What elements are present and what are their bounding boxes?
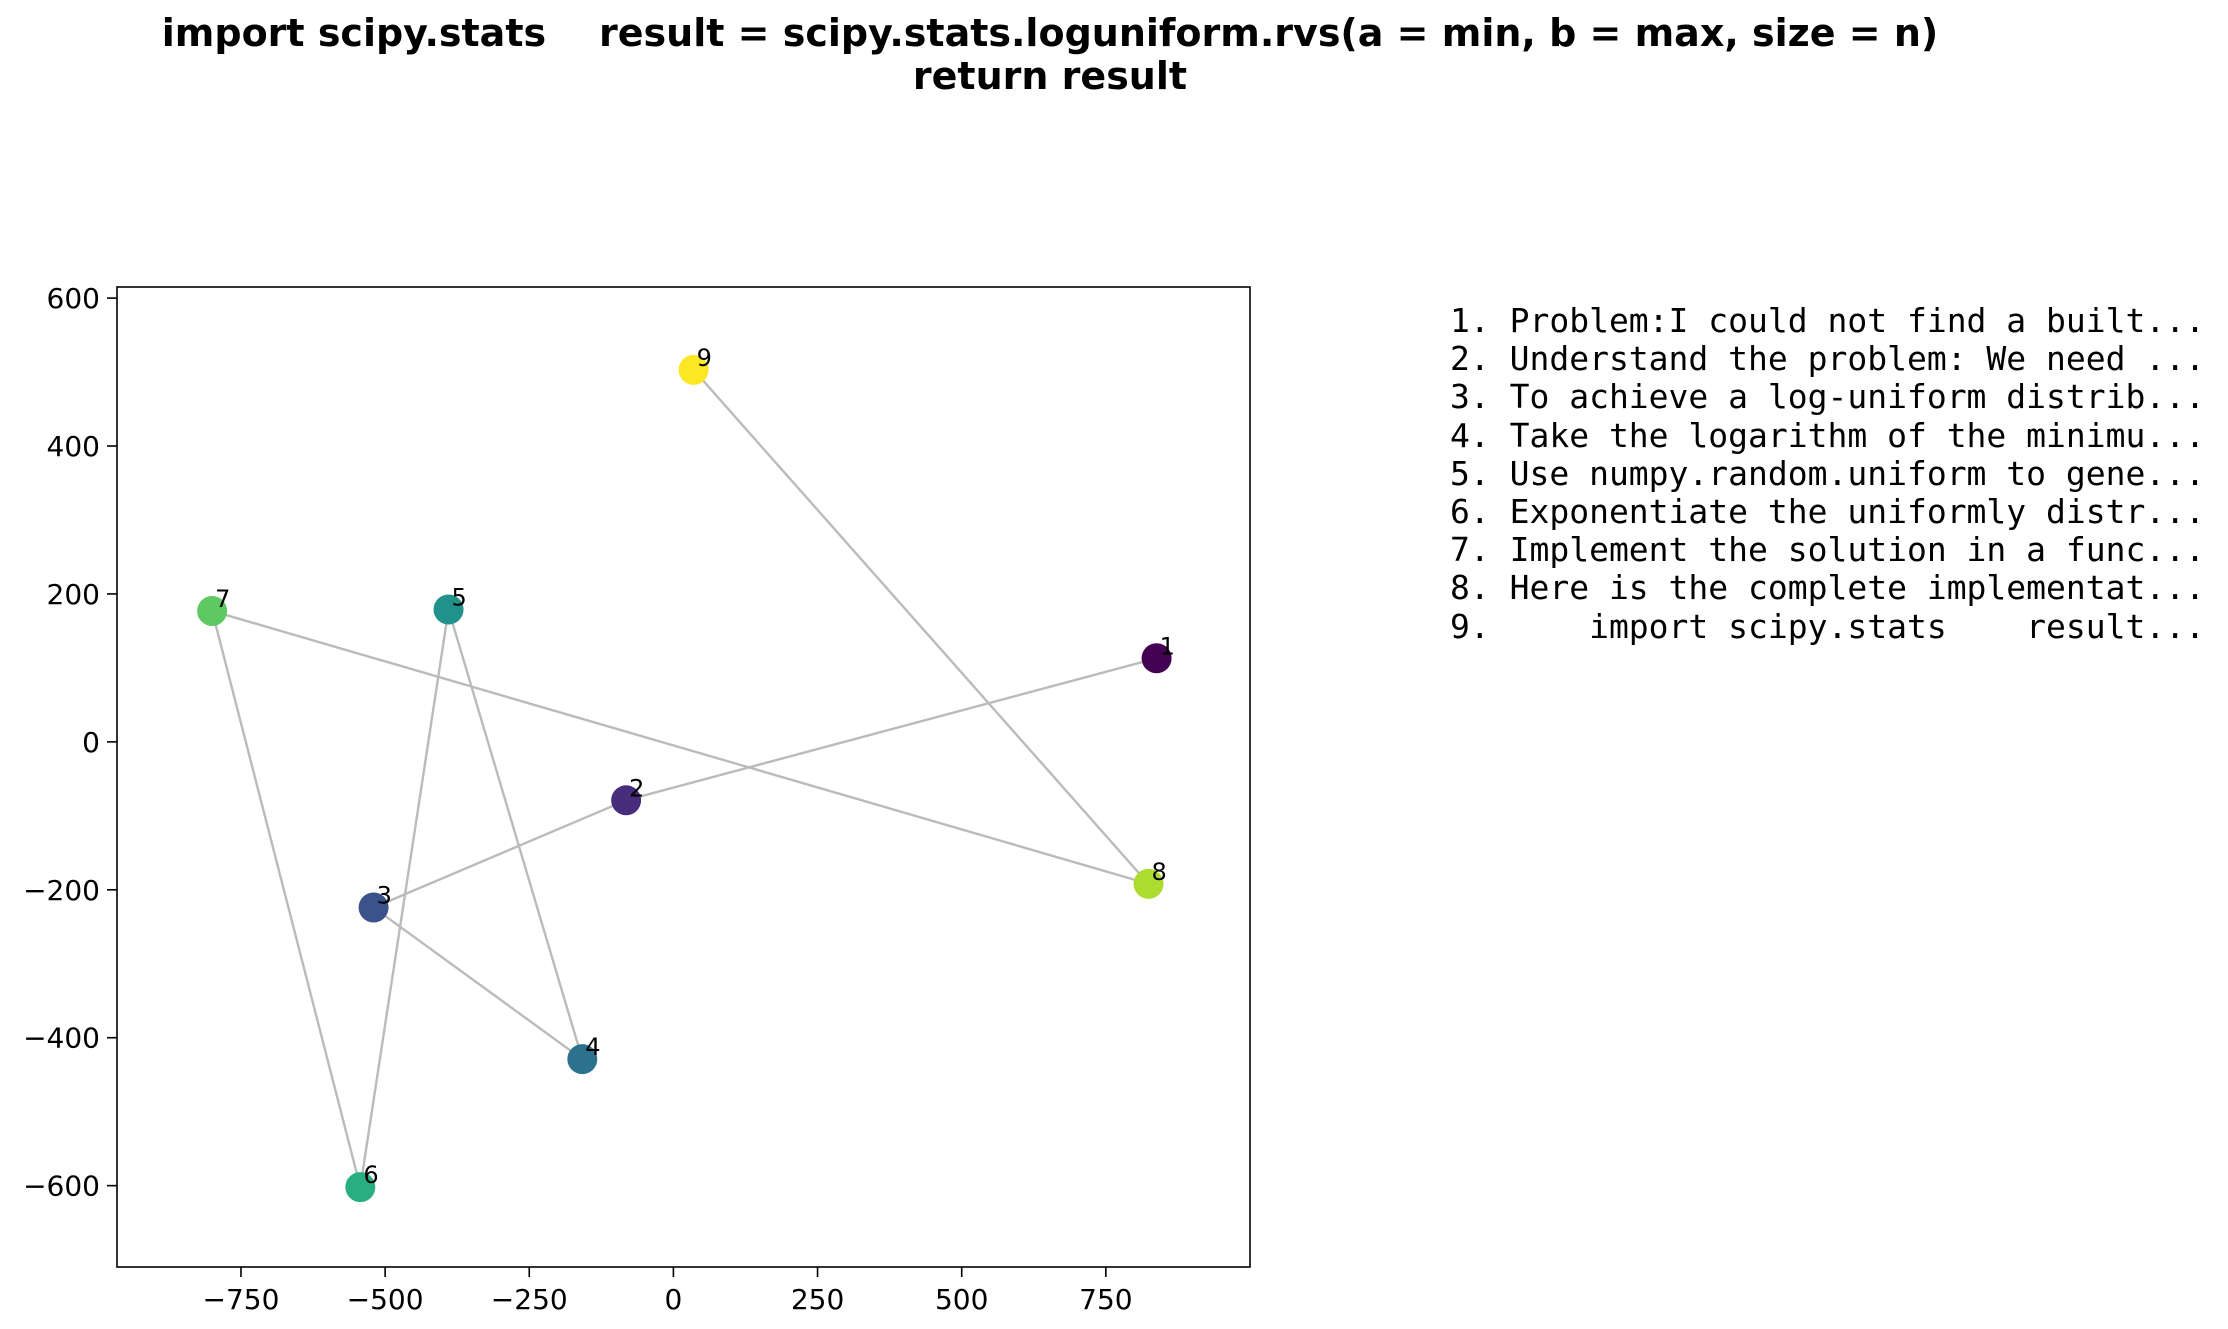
point-label-9: 9 (697, 344, 712, 372)
y-tick-label: 400 (47, 430, 100, 463)
chart-title-line-1: import scipy.stats result = scipy.stats.… (161, 11, 1939, 55)
legend-entry-9: 9. import scipy.stats result... (1450, 606, 2205, 646)
x-tick-label: 250 (791, 1283, 844, 1316)
data-points (197, 354, 1172, 1203)
legend-entry-6: 6. Exponentiate the uniformly distr... (1450, 492, 2205, 532)
y-tick-label: −400 (23, 1022, 100, 1055)
data-point-9 (678, 354, 709, 385)
y-tick-label: 200 (47, 578, 100, 611)
connector-line-3-4 (372, 906, 584, 1061)
legend-entry-5: 5. Use numpy.random.uniform to gene... (1450, 453, 2205, 493)
y-tick-label: −600 (23, 1170, 100, 1203)
point-label-6: 6 (363, 1161, 378, 1189)
chart-title: import scipy.stats result = scipy.stats.… (0, 12, 2100, 98)
data-point-8 (1133, 868, 1164, 899)
data-point-1 (1141, 643, 1172, 674)
connector-line-2-3 (373, 799, 627, 909)
point-label-4: 4 (585, 1033, 600, 1061)
connector-line-8-9 (692, 369, 1150, 885)
x-tick-label: −500 (347, 1283, 424, 1316)
x-axis-ticks: −750 −500 −250 0 250 500 750 (203, 1267, 1133, 1316)
plot-frame (116, 286, 1251, 1268)
x-tick-label: 0 (664, 1283, 682, 1316)
data-point-7 (197, 595, 228, 626)
point-label-7: 7 (215, 585, 230, 613)
x-tick-label: 750 (1079, 1283, 1132, 1316)
point-label-3: 3 (377, 882, 392, 910)
connector-line-5-6 (359, 609, 450, 1188)
point-label-8: 8 (1152, 858, 1167, 886)
legend-entry-2: 2. Understand the problem: We need ... (1450, 339, 2205, 379)
y-tick-label: 0 (82, 726, 100, 759)
x-tick-label: 500 (935, 1283, 988, 1316)
legend-entry-4: 4. Take the logarithm of the minimu... (1450, 415, 2205, 455)
data-point-2 (611, 785, 642, 816)
y-axis-ticks: −600 −400 −200 0 200 400 600 (23, 282, 117, 1203)
data-point-5 (433, 594, 464, 625)
legend-entry-7: 7. Implement the solution in a func... (1450, 530, 2205, 570)
connector-lines (210, 369, 1157, 1188)
legend-entry-3: 3. To achieve a log-uniform distrib... (1450, 377, 2205, 417)
point-label-2: 2 (629, 774, 644, 802)
point-labels: 1 2 3 4 5 6 7 8 9 (215, 344, 1175, 1189)
data-point-3 (358, 892, 389, 923)
chart-title-line-2: return result (912, 54, 1188, 98)
data-point-4 (567, 1044, 598, 1075)
point-label-5: 5 (452, 583, 467, 611)
connector-line-7-8 (211, 609, 1149, 886)
data-point-6 (345, 1172, 376, 1203)
legend-entry-1: 1. Problem:I could not find a built... (1450, 301, 2205, 340)
step-legend: 1. Problem:I could not find a built... 2… (1450, 301, 2205, 646)
point-label-1: 1 (1160, 632, 1175, 660)
y-tick-label: 600 (47, 282, 100, 315)
x-tick-label: −250 (491, 1283, 568, 1316)
connector-line-4-5 (447, 609, 584, 1060)
x-tick-label: −750 (203, 1283, 280, 1316)
legend-entry-8: 8. Here is the complete implementat... (1450, 568, 2205, 608)
connector-line-6-7 (210, 610, 362, 1188)
y-tick-label: −200 (23, 874, 100, 907)
connector-line-1-2 (625, 657, 1157, 802)
